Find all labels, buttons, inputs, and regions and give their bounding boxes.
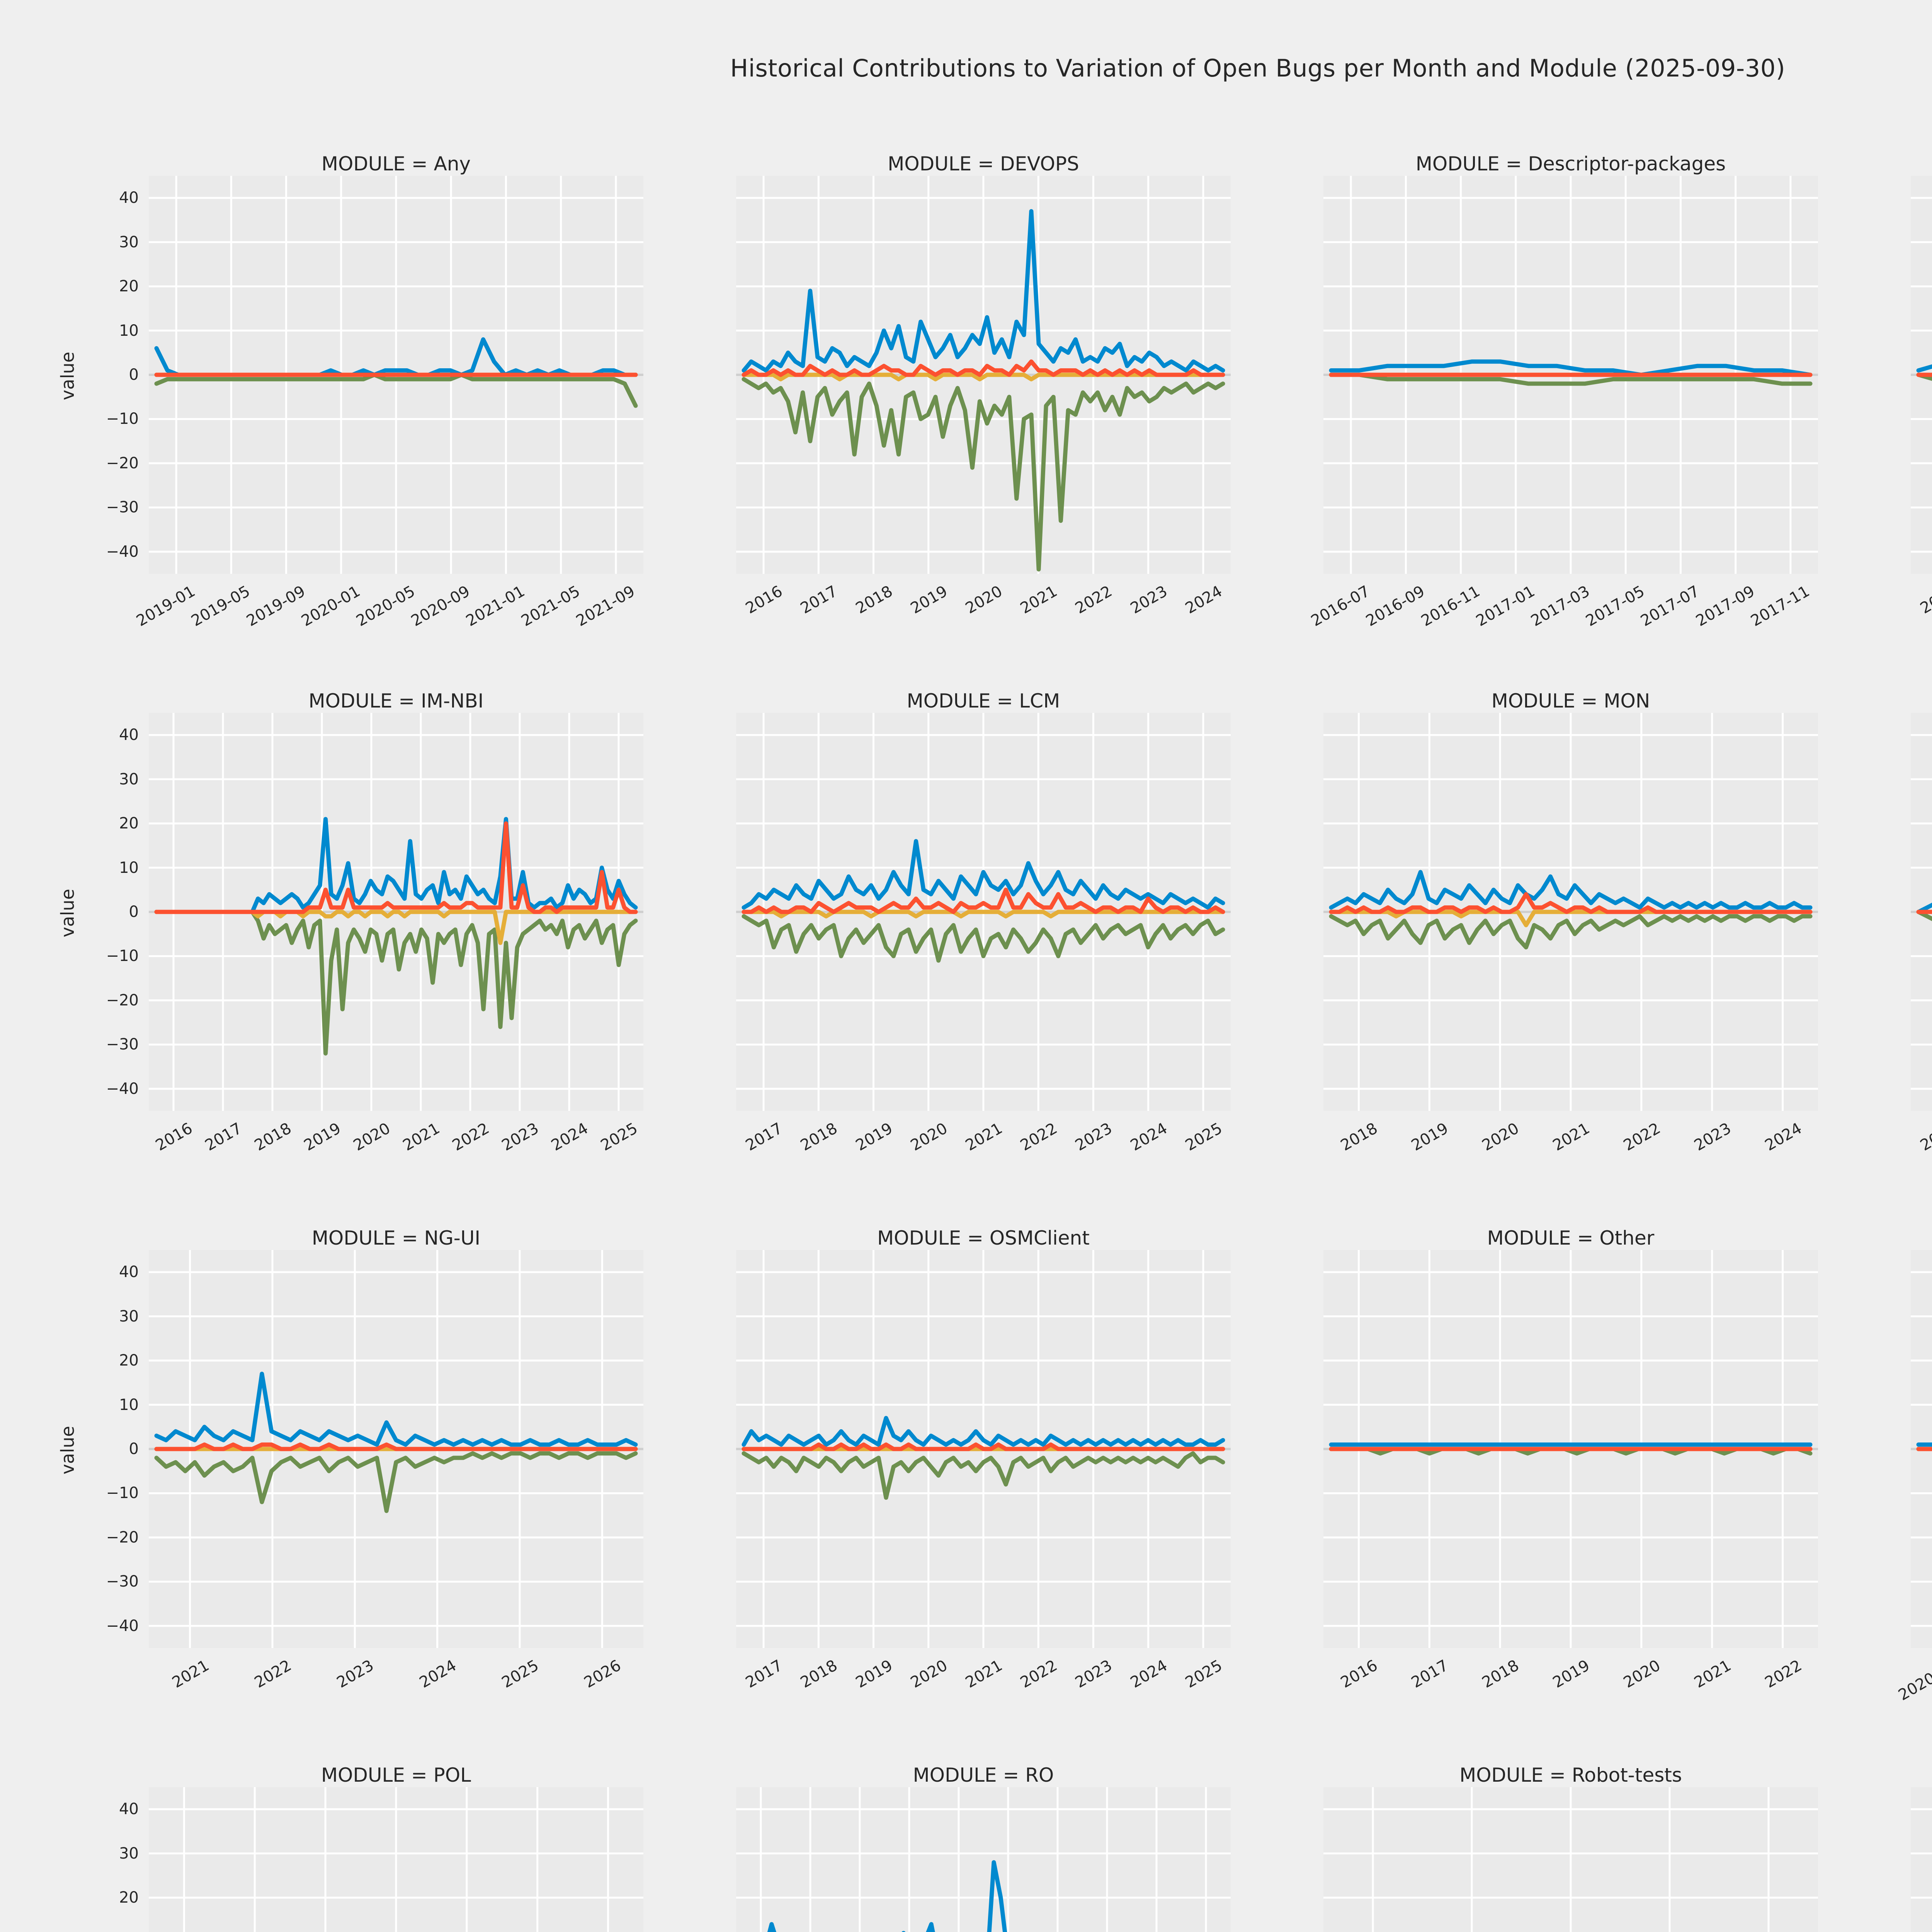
y-tick-label: −30 [106, 1036, 139, 1054]
y-tick-label: −20 [106, 991, 139, 1009]
series-line-opened [1329, 359, 1813, 377]
series-line-reopened [1329, 892, 1813, 914]
panel-title: MODULE = N2VC [1911, 690, 1932, 712]
y-tick-label: 10 [119, 1396, 139, 1414]
y-tick-label: −40 [106, 1080, 139, 1098]
series-line-reopened [742, 359, 1225, 377]
panel-title: MODULE = Robot-tests [1459, 1764, 1682, 1786]
series-line-opened [1329, 870, 1813, 910]
panel-title: MODULE = POL [321, 1764, 471, 1786]
series-line-opened [742, 209, 1225, 373]
plot-area [1323, 713, 1818, 1111]
y-tick-label: −30 [106, 498, 139, 517]
series-line-opened [742, 839, 1225, 910]
y-tick-label: 30 [119, 233, 139, 251]
y-tick-label: 20 [119, 1352, 139, 1370]
panel-title: MODULE = LCM [906, 690, 1060, 712]
series-line-closed [742, 914, 1225, 963]
plot-area [149, 1787, 643, 1932]
y-tick-label: 30 [119, 1307, 139, 1325]
series-line-opened [742, 1416, 1225, 1447]
y-tick-label: 20 [119, 815, 139, 833]
series-line-closed [742, 1451, 1225, 1500]
y-tick-label: 0 [129, 903, 139, 921]
panel-title: MODULE = PLA [1911, 1227, 1932, 1249]
panel-title: MODULE = RO [913, 1764, 1054, 1786]
plot-area [1911, 1250, 1932, 1648]
plot-area [1323, 1787, 1818, 1932]
y-tick-label: −10 [106, 947, 139, 965]
y-axis-label: value [57, 352, 78, 400]
plot-area [736, 1250, 1231, 1648]
series-line-closed [154, 372, 638, 408]
figure-title: Historical Contributions to Variation of… [730, 54, 1786, 82]
plot-area [149, 1250, 643, 1648]
series-line-opened [154, 817, 638, 914]
plot-area [1323, 176, 1818, 574]
y-tick-label: 10 [119, 859, 139, 877]
y-tick-label: −10 [106, 1484, 139, 1502]
y-tick-label: 10 [119, 321, 139, 340]
y-tick-label: 20 [119, 1889, 139, 1907]
y-tick-label: −20 [106, 1528, 139, 1546]
y-tick-label: 0 [129, 366, 139, 384]
series-line-closed [154, 1451, 638, 1513]
series-line-closed [1916, 910, 1932, 921]
y-tick-label: 30 [119, 1844, 139, 1862]
y-tick-label: −30 [106, 1573, 139, 1591]
series-line-opened [154, 1371, 638, 1447]
plot-area [736, 1787, 1231, 1932]
panel-title: MODULE = NG-UI [311, 1227, 481, 1249]
y-tick-label: 40 [119, 726, 139, 744]
series-line-closed [1329, 372, 1813, 386]
series-line-false_closed [742, 910, 1225, 918]
series-line-reopened [154, 821, 638, 914]
plot-area [736, 176, 1231, 574]
series-line-closed [1329, 914, 1813, 950]
series-line-reopened [154, 1442, 638, 1451]
panel-title: MODULE = IM-NBI [308, 690, 484, 712]
panel-title: MODULE = Documentation / Wiki [1911, 153, 1932, 175]
series-line-reopened [742, 888, 1225, 914]
series-line-closed [742, 377, 1225, 572]
y-tick-label: 40 [119, 1263, 139, 1281]
plot-area [1323, 1250, 1818, 1648]
y-tick-label: −10 [106, 410, 139, 428]
panel-title: MODULE = Unknown [1911, 1764, 1932, 1786]
y-tick-label: −20 [106, 454, 139, 472]
y-axis-label: value [57, 889, 78, 937]
y-tick-label: 20 [119, 277, 139, 296]
plot-area [736, 713, 1231, 1111]
panel-title: MODULE = Descriptor-packages [1415, 153, 1726, 175]
panel-title: MODULE = OSMClient [877, 1227, 1090, 1249]
plot-area [1911, 1787, 1932, 1932]
panel-title: MODULE = Any [321, 153, 471, 175]
panel-title: MODULE = MON [1491, 690, 1650, 712]
series-line-false_closed [742, 372, 1225, 381]
series-line-opened [1916, 903, 1932, 914]
plot-area [1911, 176, 1932, 574]
series-line-closed [154, 910, 638, 1056]
y-tick-label: −40 [106, 1617, 139, 1635]
y-tick-label: 40 [119, 189, 139, 207]
panel-title: MODULE = Other [1487, 1227, 1655, 1249]
plot-area [149, 176, 643, 574]
series-line-opened [1916, 364, 1932, 373]
y-tick-label: 40 [119, 1800, 139, 1818]
series-line-closed [1916, 1447, 1932, 1451]
y-tick-label: 0 [129, 1440, 139, 1458]
plot-area [149, 713, 643, 1111]
series-line-reopened [742, 1442, 1225, 1451]
y-tick-label: 30 [119, 770, 139, 788]
plot-area [1911, 713, 1932, 1111]
y-axis-label: value [57, 1426, 78, 1475]
panel-title: MODULE = DEVOPS [888, 153, 1079, 175]
y-tick-label: −40 [106, 543, 139, 561]
